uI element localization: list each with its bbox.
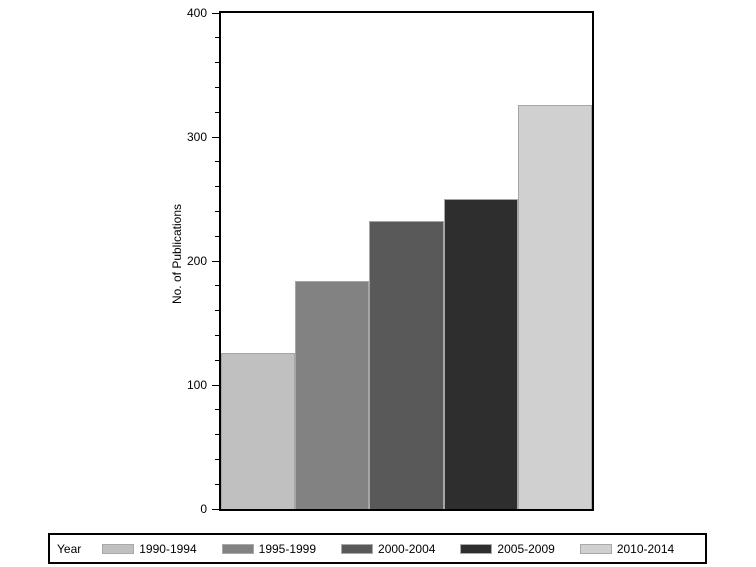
y-axis-minor-tick	[215, 86, 219, 88]
legend-swatch-icon	[341, 543, 374, 554]
legend-item: 1995-1999	[221, 541, 317, 556]
y-axis: 0 100 200 300 400	[0, 7, 219, 515]
legend-title: Year	[57, 541, 82, 556]
legend-label: 1990-1994	[139, 541, 197, 556]
plot-area	[219, 11, 594, 511]
y-axis-tick-label: 100	[186, 378, 207, 392]
y-axis-minor-tick	[215, 359, 219, 361]
legend: Year 1990-1994 1995-1999 2000-2004 2005-200…	[48, 533, 707, 564]
legend-item: 2000-2004	[341, 542, 435, 556]
legend-swatch-icon	[579, 543, 612, 554]
bar-1990-1994	[221, 352, 296, 509]
y-axis-minor-tick	[215, 483, 219, 485]
bar-2000-2004	[369, 221, 444, 509]
y-axis-tick-label: 400	[186, 6, 207, 20]
y-axis-minor-tick	[215, 409, 219, 411]
legend-item: 2010-2014	[579, 541, 675, 556]
y-axis-minor-tick	[215, 210, 219, 212]
y-axis-minor-tick	[215, 434, 219, 436]
y-axis-minor-tick	[215, 161, 219, 163]
y-axis-minor-tick	[215, 458, 219, 460]
legend-label: 2005-2009	[497, 541, 555, 556]
y-axis-minor-tick	[215, 62, 219, 64]
legend-item: 2005-2009	[460, 541, 555, 556]
y-axis-tick-label: 300	[186, 130, 207, 144]
legend-label: 2000-2004	[378, 541, 436, 556]
legend-swatch-icon	[102, 543, 135, 554]
y-axis-minor-tick	[215, 111, 219, 113]
y-axis-tick-label: 0	[200, 502, 207, 516]
bar-2005-2009	[443, 199, 518, 509]
y-axis-minor-tick	[215, 186, 219, 188]
legend-label: 2010-2014	[616, 541, 675, 556]
y-axis-minor-tick	[215, 310, 219, 312]
legend-label: 1995-1999	[258, 541, 317, 556]
y-axis-major-tick	[212, 260, 219, 262]
legend-entries: 1990-1994 1995-1999 2000-2004 2005-2009 2010…	[102, 542, 699, 556]
y-axis-minor-tick	[215, 285, 219, 287]
legend-swatch-icon	[460, 543, 493, 554]
legend-swatch-icon	[221, 543, 254, 554]
y-axis-minor-tick	[215, 37, 219, 39]
bar-2010-2014	[517, 104, 592, 509]
y-axis-tick-label: 200	[186, 254, 207, 268]
y-axis-major-tick	[212, 136, 219, 138]
y-axis-major-tick	[212, 508, 219, 510]
y-axis-minor-tick	[215, 235, 219, 237]
bar-1995-1999	[295, 280, 370, 509]
bar-series	[221, 13, 592, 509]
y-axis-minor-tick	[215, 334, 219, 336]
y-axis-major-tick	[212, 12, 219, 14]
legend-item: 1990-1994	[102, 541, 197, 556]
y-axis-major-tick	[212, 384, 219, 386]
